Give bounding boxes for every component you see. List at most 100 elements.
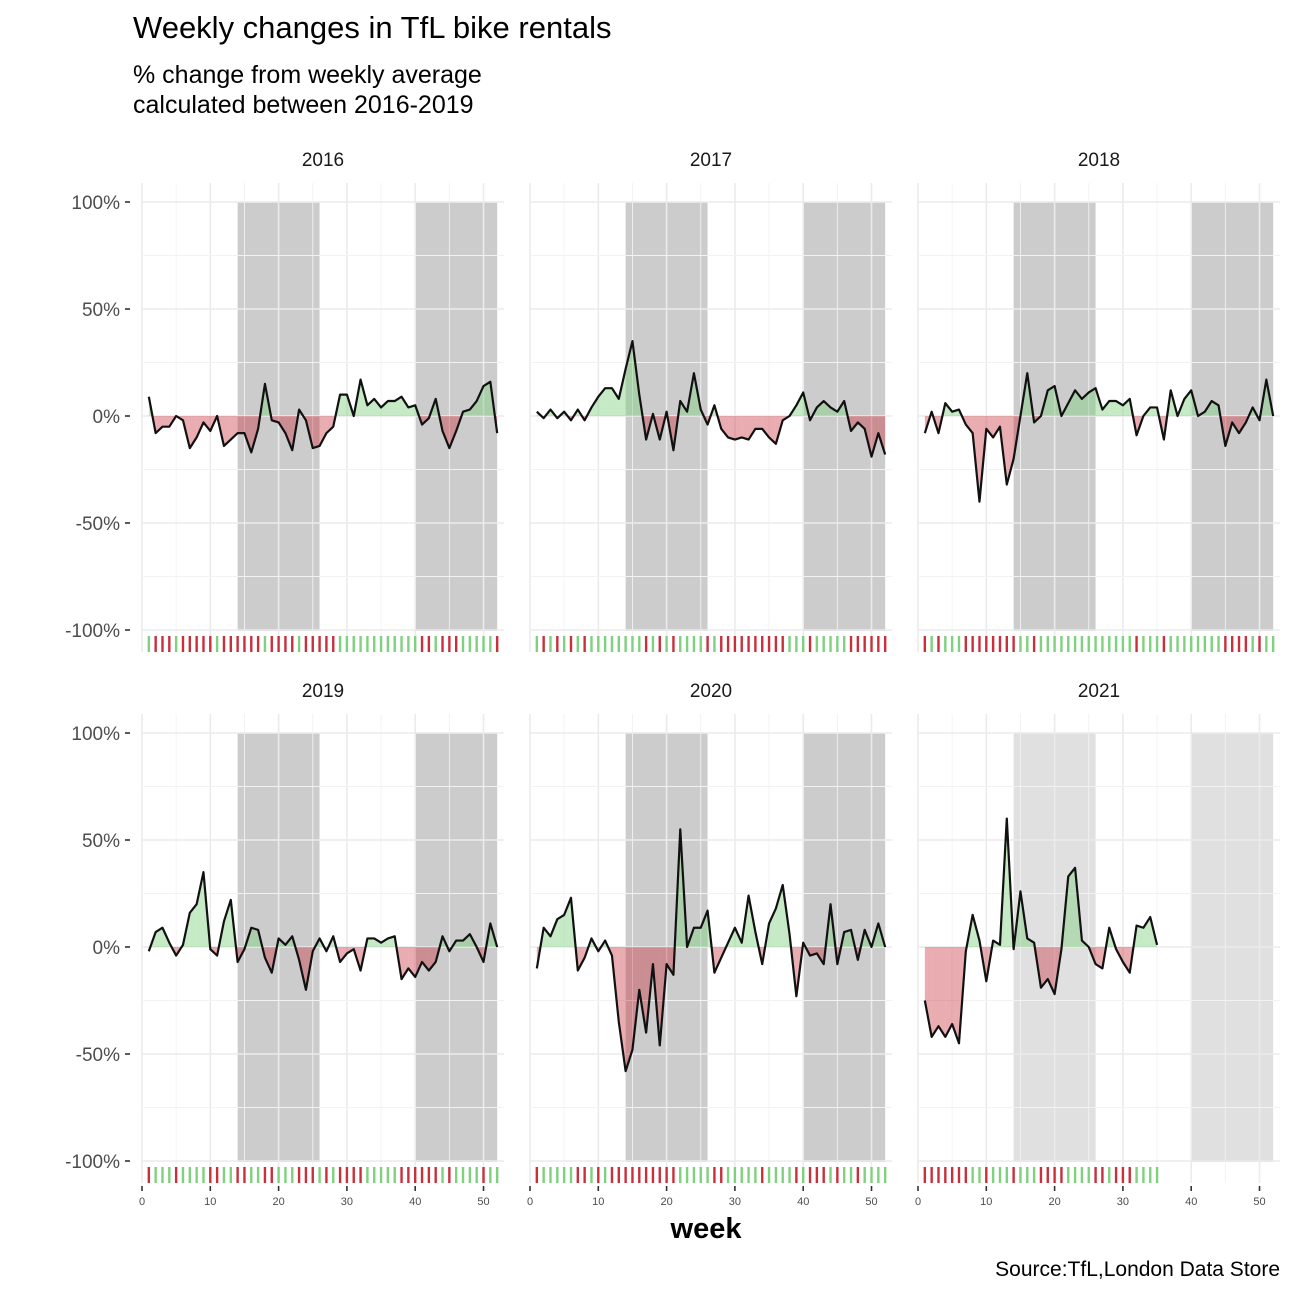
- data-line: [923, 817, 1159, 1045]
- positive-area: [1075, 390, 1082, 416]
- chart-caption: Source:TfL,London Data Store: [995, 1258, 1280, 1281]
- positive-area: [251, 927, 259, 947]
- panel-2021: 2021 0 10 20 30 40 50: [915, 681, 1280, 1208]
- negative-area: [666, 947, 674, 975]
- y-tick-label: -100%: [65, 1152, 120, 1173]
- positive-area: [381, 401, 388, 416]
- y-tick-label: -100%: [65, 621, 120, 642]
- chart-subtitle-line-2: calculated between 2016-2019: [133, 91, 474, 119]
- x-tick-label: 40: [1185, 1196, 1197, 1208]
- positive-area: [543, 927, 551, 947]
- negative-area: [1040, 947, 1048, 988]
- data-line: [923, 372, 1275, 503]
- negative-area: [734, 416, 742, 440]
- panel-strip-label: 2020: [690, 681, 732, 702]
- negative-area: [755, 416, 763, 429]
- chart-title: Weekly changes in TfL bike rentals: [133, 10, 612, 45]
- data-line: [147, 378, 499, 454]
- y-tick-label: 100%: [71, 193, 120, 214]
- negative-area: [714, 947, 722, 973]
- x-tick-label: 30: [341, 1196, 353, 1208]
- negative-area: [965, 416, 973, 434]
- panel-2020: 2020 0 10 20 30 40 50: [527, 681, 892, 1208]
- positive-area: [775, 884, 783, 947]
- positive-area: [557, 914, 565, 947]
- y-tick-label: -50%: [76, 514, 120, 535]
- negative-area: [326, 416, 334, 434]
- y-tick-label: 50%: [82, 300, 120, 321]
- negative-area: [625, 947, 633, 1072]
- negative-area: [1095, 947, 1103, 969]
- negative-area: [577, 947, 585, 971]
- positive-area: [1122, 398, 1130, 416]
- positive-area: [1136, 925, 1144, 947]
- positive-area: [387, 401, 395, 416]
- x-tick-label: 50: [1253, 1196, 1265, 1208]
- negative-area: [428, 947, 436, 971]
- positive-area: [374, 398, 382, 416]
- positive-area: [394, 396, 402, 416]
- positive-area: [1150, 407, 1158, 416]
- x-tick-label: 0: [527, 1196, 533, 1208]
- positive-area: [591, 396, 599, 416]
- positive-area: [625, 341, 633, 416]
- panel-strip-label: 2019: [302, 681, 344, 702]
- negative-area: [632, 947, 640, 1050]
- negative-area: [857, 416, 865, 429]
- panel-2017: 2017: [529, 150, 892, 652]
- data-line: [535, 828, 887, 1073]
- x-tick-label: 20: [272, 1196, 284, 1208]
- panel-strip-label: 2021: [1078, 681, 1120, 702]
- negative-area: [769, 416, 776, 444]
- positive-area: [196, 872, 204, 947]
- x-tick-label: 10: [204, 1196, 216, 1208]
- y-tick-label: 0%: [93, 938, 121, 959]
- x-tick-label: 0: [139, 1196, 145, 1208]
- negative-area: [986, 416, 994, 438]
- positive-area: [463, 934, 470, 947]
- panel-2016: 2016 100% 50% 0% -50% -100%: [65, 150, 504, 652]
- data-line: [147, 870, 499, 991]
- negative-area: [938, 947, 946, 1037]
- x-tick-label: 30: [729, 1196, 741, 1208]
- positive-area: [605, 388, 612, 416]
- negative-area: [237, 416, 245, 434]
- positive-area: [816, 401, 824, 416]
- y-tick-label: 50%: [82, 831, 120, 852]
- positive-area: [769, 908, 776, 947]
- negative-area: [952, 947, 959, 1044]
- negative-area: [931, 947, 939, 1037]
- positive-area: [401, 396, 409, 416]
- panel-2018: 2018: [917, 150, 1280, 652]
- negative-area: [1122, 947, 1130, 973]
- negative-area: [762, 416, 770, 438]
- x-tick-label: 30: [1117, 1196, 1129, 1208]
- positive-area: [1184, 390, 1192, 416]
- positive-area: [476, 386, 484, 416]
- negative-area: [945, 947, 953, 1037]
- x-tick-label: 40: [409, 1196, 421, 1208]
- positive-area: [367, 938, 375, 947]
- positive-area: [155, 927, 163, 947]
- negative-area: [1006, 416, 1014, 485]
- positive-area: [693, 927, 701, 947]
- positive-area: [1088, 388, 1096, 416]
- negative-area: [741, 416, 749, 440]
- positive-area: [1068, 390, 1076, 416]
- positive-area: [1109, 401, 1117, 416]
- negative-area: [244, 416, 252, 453]
- x-tick-label: 0: [915, 1196, 921, 1208]
- negative-area: [155, 416, 163, 434]
- positive-area: [1047, 386, 1055, 416]
- chart-subtitle-line-1: % change from weekly average: [133, 61, 482, 89]
- positive-area: [189, 904, 197, 947]
- negative-area: [422, 947, 429, 971]
- negative-area: [728, 416, 735, 440]
- x-tick-label: 50: [477, 1196, 489, 1208]
- x-tick-label: 20: [1048, 1196, 1060, 1208]
- negative-area: [993, 416, 1000, 438]
- positive-area: [367, 398, 375, 416]
- positive-area: [223, 899, 231, 947]
- positive-area: [700, 910, 708, 947]
